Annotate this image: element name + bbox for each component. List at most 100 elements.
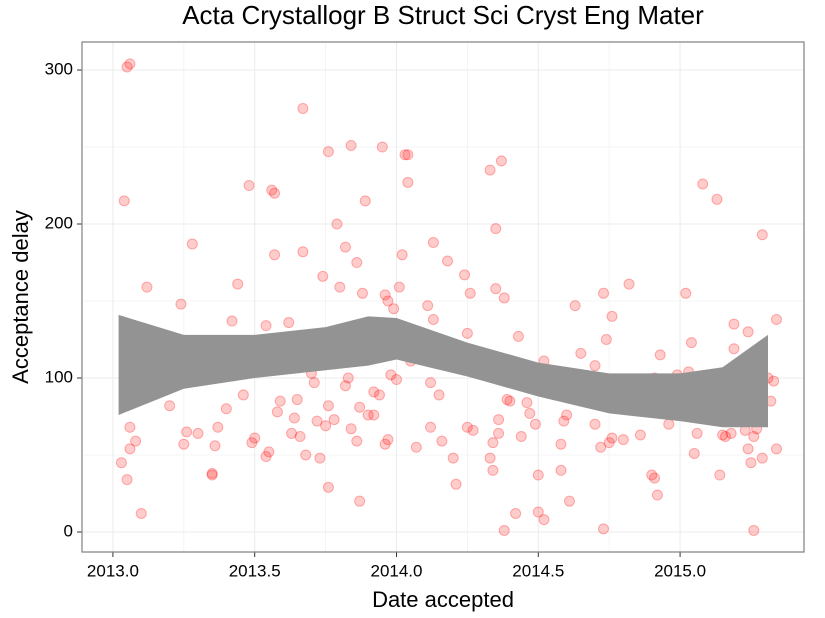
point xyxy=(649,472,661,484)
point xyxy=(606,310,618,322)
point xyxy=(589,418,601,430)
point xyxy=(697,178,709,190)
point xyxy=(450,478,462,490)
point xyxy=(728,318,740,330)
point xyxy=(379,289,391,301)
point xyxy=(291,394,303,406)
point xyxy=(532,506,544,518)
point xyxy=(487,464,499,476)
point xyxy=(141,281,153,293)
point xyxy=(356,287,368,299)
point xyxy=(314,452,326,464)
point xyxy=(373,389,385,401)
point xyxy=(351,257,363,269)
point xyxy=(345,423,357,435)
point xyxy=(260,451,272,463)
point xyxy=(490,223,502,235)
x-tick-label: 2014.5 xyxy=(512,561,564,580)
point xyxy=(756,229,768,241)
point xyxy=(402,149,414,161)
point xyxy=(206,469,218,481)
point xyxy=(484,164,496,176)
point xyxy=(226,315,238,327)
x-axis-title: Date accepted xyxy=(372,587,514,612)
point xyxy=(334,281,346,293)
point xyxy=(271,406,283,418)
point xyxy=(603,437,615,449)
y-tick-label: 100 xyxy=(45,367,73,386)
point xyxy=(598,523,610,535)
point xyxy=(115,457,127,469)
point xyxy=(748,524,760,536)
x-tick-label: 2014.0 xyxy=(370,561,422,580)
point xyxy=(354,401,366,413)
point xyxy=(393,281,405,293)
point xyxy=(283,317,295,329)
point xyxy=(512,330,524,342)
point xyxy=(382,434,394,446)
point xyxy=(575,347,587,359)
x-tick-label: 2015.0 xyxy=(654,561,706,580)
point xyxy=(209,440,221,452)
point xyxy=(569,300,581,312)
point xyxy=(297,246,309,258)
point xyxy=(425,421,437,433)
point xyxy=(368,386,380,398)
plot-frame xyxy=(81,41,805,553)
confidence-band xyxy=(118,314,768,428)
point xyxy=(685,337,697,349)
point xyxy=(212,421,224,433)
point xyxy=(297,103,309,115)
point xyxy=(354,495,366,507)
point xyxy=(742,326,754,338)
point xyxy=(555,464,567,476)
point xyxy=(294,431,306,443)
point xyxy=(388,303,400,315)
point xyxy=(328,414,340,426)
point xyxy=(396,249,408,261)
point xyxy=(654,349,666,361)
point xyxy=(260,320,272,332)
point xyxy=(493,427,505,439)
point xyxy=(206,467,218,479)
point xyxy=(464,287,476,299)
point xyxy=(563,495,575,507)
point xyxy=(561,409,573,421)
point xyxy=(410,441,422,453)
point xyxy=(266,184,278,196)
x-tick-label: 2013.0 xyxy=(87,561,139,580)
chart-title: Acta Crystallogr B Struct Sci Cryst Eng … xyxy=(182,0,704,30)
point xyxy=(269,187,281,199)
point xyxy=(770,443,782,455)
point xyxy=(175,298,187,310)
point xyxy=(359,195,371,207)
point xyxy=(308,377,320,389)
y-axis-title: Acceptance delay xyxy=(8,210,33,384)
point xyxy=(345,139,357,151)
x-tick-label: 2013.5 xyxy=(229,561,281,580)
point xyxy=(663,418,675,430)
point xyxy=(725,427,737,439)
point xyxy=(598,287,610,299)
point xyxy=(487,437,499,449)
point xyxy=(589,360,601,372)
point xyxy=(124,421,136,433)
point xyxy=(436,435,448,447)
point xyxy=(634,429,646,441)
point xyxy=(623,278,635,290)
point xyxy=(320,420,332,432)
point xyxy=(719,431,731,443)
point xyxy=(339,241,351,253)
point xyxy=(493,414,505,426)
point xyxy=(121,474,133,486)
point xyxy=(532,469,544,481)
point xyxy=(433,389,445,401)
point xyxy=(124,443,136,455)
point xyxy=(322,400,334,412)
point xyxy=(385,369,397,381)
point xyxy=(484,452,496,464)
point xyxy=(728,343,740,355)
point xyxy=(461,327,473,339)
